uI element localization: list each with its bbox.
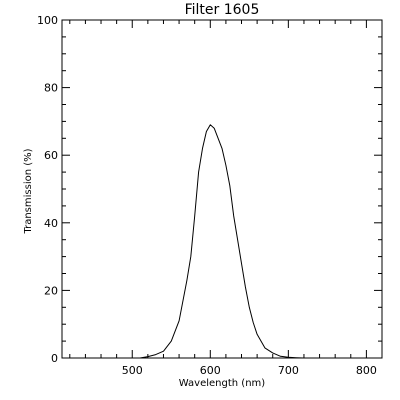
x-tick-label: 500 [122,364,143,377]
y-tick-label: 80 [44,82,58,95]
plot-area: 500 600 700 800 0 20 40 60 80 100 [37,14,383,377]
y-tick-label: 100 [37,14,58,27]
chart-title: Filter 1605 [185,2,260,18]
y-axis-label: Transmission (%) [23,148,34,234]
x-tick-label: 800 [356,364,377,377]
x-axis-label: Wavelength (nm) [179,378,265,389]
x-tick-label: 600 [200,364,221,377]
transmission-line [132,124,328,359]
x-tick-label: 700 [278,364,299,377]
y-tick-label: 20 [44,284,58,297]
y-tick-label: 60 [44,149,58,162]
y-tick-label: 0 [51,352,58,365]
y-tick-label: 40 [44,217,58,230]
